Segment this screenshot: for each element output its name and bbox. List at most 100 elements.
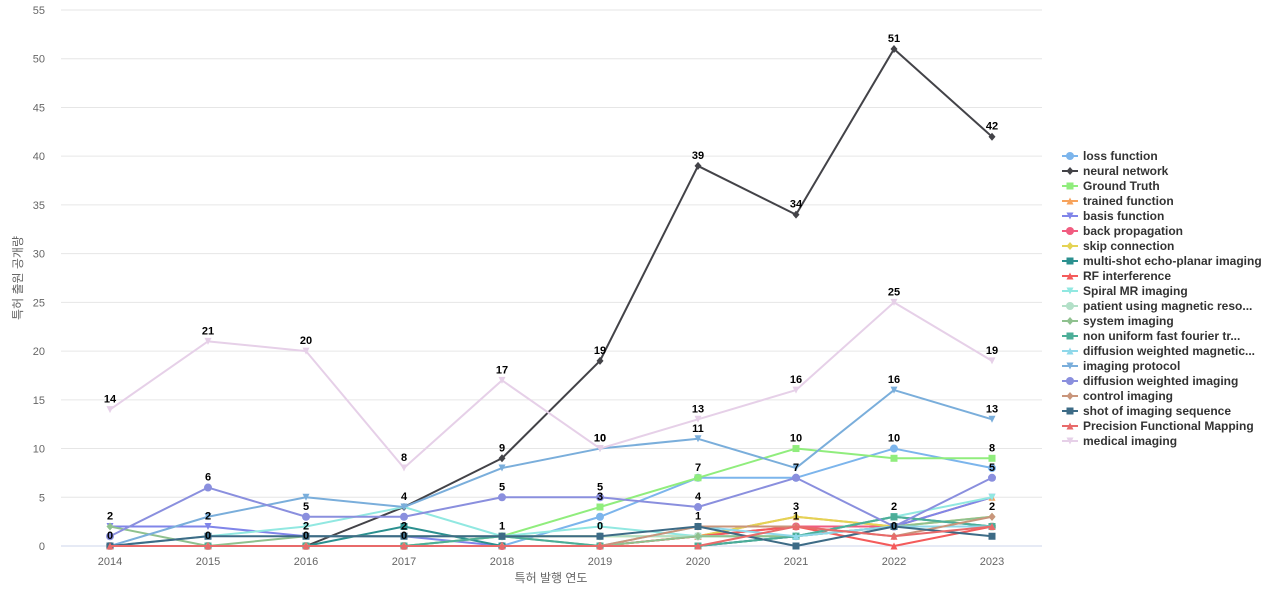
data-point bbox=[400, 523, 408, 531]
data-label: 0 bbox=[303, 530, 309, 542]
data-point bbox=[204, 523, 212, 531]
data-label: 11 bbox=[692, 423, 704, 435]
data-point bbox=[596, 503, 604, 511]
data-point bbox=[302, 347, 310, 355]
data-point bbox=[890, 444, 898, 453]
data-point bbox=[302, 512, 310, 521]
data-label: 10 bbox=[888, 433, 900, 445]
legend-item[interactable]: neural network bbox=[1062, 164, 1169, 178]
data-point bbox=[792, 542, 800, 550]
data-label: 17 bbox=[496, 364, 508, 376]
legend-item[interactable]: Ground Truth bbox=[1062, 179, 1160, 193]
y-tick-label: 55 bbox=[33, 5, 45, 17]
legend-label: shot of imaging sequence bbox=[1083, 404, 1231, 418]
legend-item[interactable]: RF interference bbox=[1062, 269, 1171, 283]
legend-item[interactable]: control imaging bbox=[1062, 389, 1173, 403]
data-point bbox=[498, 493, 506, 502]
data-label: 21 bbox=[202, 325, 214, 337]
series-neural-network[interactable] bbox=[106, 44, 996, 550]
data-point bbox=[792, 512, 800, 521]
data-label: 7 bbox=[695, 462, 701, 474]
data-point bbox=[204, 513, 212, 521]
data-point bbox=[988, 532, 996, 540]
legend-item[interactable]: imaging protocol bbox=[1062, 359, 1180, 373]
legend-symbol bbox=[1066, 422, 1074, 430]
x-tick-label: 2014 bbox=[98, 556, 122, 568]
legend-item[interactable]: loss function bbox=[1062, 149, 1158, 163]
series-precision-functional-mapping[interactable] bbox=[106, 523, 996, 550]
data-label: 19 bbox=[594, 345, 606, 357]
legend-symbol bbox=[1066, 347, 1074, 355]
legend-item[interactable]: patient using magnetic reso... bbox=[1062, 299, 1252, 313]
legend-item[interactable]: shot of imaging sequence bbox=[1062, 404, 1231, 418]
data-label: 14 bbox=[104, 394, 117, 406]
legend-symbol bbox=[1066, 287, 1074, 295]
series-line bbox=[109, 476, 993, 538]
legend-item[interactable]: non uniform fast fourier tr... bbox=[1062, 329, 1240, 343]
x-tick-label: 2019 bbox=[588, 556, 612, 568]
legend-item[interactable]: multi-shot echo-planar imaging bbox=[1062, 254, 1262, 268]
x-tick-label: 2016 bbox=[294, 556, 318, 568]
data-label: 2 bbox=[107, 511, 113, 523]
data-label: 10 bbox=[790, 433, 802, 445]
legend-label: Precision Functional Mapping bbox=[1083, 419, 1254, 433]
data-point bbox=[792, 532, 800, 540]
data-label: 1 bbox=[793, 511, 799, 523]
legend-item[interactable]: Precision Functional Mapping bbox=[1062, 419, 1254, 433]
legend-symbol bbox=[1066, 302, 1074, 310]
legend-label: non uniform fast fourier tr... bbox=[1083, 329, 1240, 343]
legend-item[interactable]: diffusion weighted imaging bbox=[1062, 374, 1238, 388]
data-label: 0 bbox=[401, 530, 407, 542]
data-label: 2 bbox=[401, 520, 407, 532]
data-point bbox=[400, 503, 408, 511]
legend-label: control imaging bbox=[1083, 389, 1173, 403]
data-label: 4 bbox=[401, 491, 408, 503]
data-point bbox=[890, 523, 898, 531]
data-point bbox=[400, 512, 408, 521]
data-point bbox=[106, 522, 114, 531]
legend-item[interactable]: skip connection bbox=[1062, 239, 1174, 253]
data-label: 6 bbox=[205, 472, 211, 484]
data-point bbox=[988, 512, 996, 521]
data-point bbox=[400, 542, 408, 550]
data-label: 25 bbox=[888, 286, 900, 298]
data-label: 1 bbox=[695, 511, 701, 523]
data-point bbox=[596, 532, 604, 540]
legend-item[interactable]: trained function bbox=[1062, 194, 1174, 208]
data-point bbox=[498, 532, 506, 540]
data-point bbox=[596, 445, 604, 453]
data-label: 20 bbox=[300, 335, 312, 347]
data-point bbox=[694, 161, 702, 170]
legend-item[interactable]: diffusion weighted magnetic... bbox=[1062, 344, 1255, 358]
legend-item[interactable]: Spiral MR imaging bbox=[1062, 284, 1188, 298]
data-point bbox=[890, 542, 898, 550]
y-axis-title: 특허 출원 공개량 bbox=[11, 236, 25, 320]
legend-label: multi-shot echo-planar imaging bbox=[1083, 254, 1262, 268]
y-tick-label: 20 bbox=[33, 346, 45, 358]
legend-item[interactable]: basis function bbox=[1062, 209, 1164, 223]
data-label: 13 bbox=[986, 403, 998, 415]
data-point bbox=[792, 445, 800, 453]
series-medical-imaging[interactable] bbox=[106, 298, 996, 472]
series-line bbox=[109, 389, 993, 547]
legend-label: basis function bbox=[1083, 209, 1164, 223]
data-label: 9 bbox=[499, 442, 505, 454]
data-point bbox=[988, 523, 996, 531]
data-point bbox=[596, 493, 604, 502]
data-label: 42 bbox=[986, 121, 998, 133]
legend-item[interactable]: back propagation bbox=[1062, 224, 1183, 238]
data-point bbox=[988, 454, 996, 462]
x-axis-ticks: 2014 2015 2016 2017 2018 2019 2020 2021 2022 2023 bbox=[98, 556, 1004, 568]
data-point bbox=[694, 415, 702, 423]
series-shot-of-imaging-sequence[interactable] bbox=[106, 523, 996, 550]
legend-label: diffusion weighted imaging bbox=[1083, 374, 1238, 388]
data-label: 16 bbox=[790, 374, 802, 386]
data-point bbox=[792, 210, 800, 219]
data-point bbox=[988, 473, 996, 482]
legend-item[interactable]: system imaging bbox=[1062, 314, 1174, 328]
series-imaging-protocol[interactable] bbox=[106, 386, 996, 550]
legend-item[interactable]: medical imaging bbox=[1062, 434, 1177, 448]
series-diffusion-weighted-imaging[interactable] bbox=[106, 473, 996, 541]
